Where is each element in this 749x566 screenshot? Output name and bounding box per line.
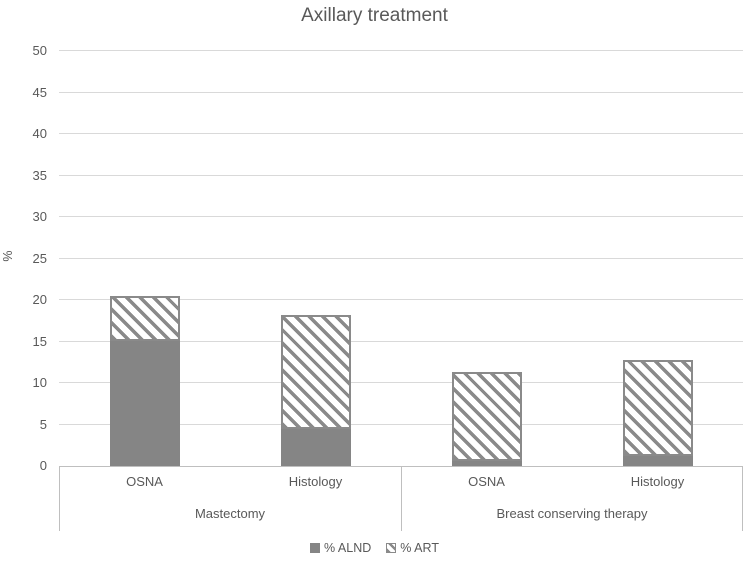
bar-osna-0	[110, 296, 180, 466]
category-label: Histology	[288, 473, 343, 489]
y-tick-label: 30	[32, 209, 47, 224]
bar-segment-alnd	[623, 456, 693, 466]
gridline	[59, 91, 743, 93]
y-tick-label: 20	[32, 292, 47, 307]
gridline	[59, 299, 743, 300]
bar-osna-2	[452, 372, 522, 466]
hatch-swatch-icon	[386, 543, 397, 553]
bar-segment-art	[623, 360, 693, 456]
plot-area	[59, 50, 743, 466]
bar-segment-art	[110, 296, 180, 341]
legend-label: % ALND	[324, 541, 372, 555]
y-tick-label: 45	[32, 84, 47, 100]
bar-segment-alnd	[452, 461, 522, 466]
bar-segment-alnd	[281, 429, 351, 466]
gridline	[59, 423, 743, 425]
legend-label: % ART	[400, 541, 439, 555]
category-axis: OSNA Histology OSNA Histology Mastectomy Bre…	[59, 466, 743, 531]
gridline	[59, 174, 743, 176]
bar-segment-alnd	[110, 341, 180, 466]
gridline	[59, 382, 743, 383]
group-label: Breast conserving therapy	[496, 505, 648, 521]
category-separator	[742, 467, 743, 531]
chart-title: Axillary treatment	[301, 5, 448, 26]
legend: % ALND % ART	[0, 539, 749, 557]
y-tick-label: 5	[39, 416, 47, 432]
legend-item: % ALND	[310, 541, 371, 555]
y-tick-label: 50	[32, 43, 47, 58]
group-labels-row: Mastectomy Breast conserving therapy	[59, 495, 743, 531]
bar-histology-3	[623, 360, 693, 466]
category-label: Histology	[630, 473, 685, 489]
category-label: OSNA	[468, 473, 505, 489]
category-label: OSNA	[126, 473, 163, 489]
y-tick-label: 15	[32, 333, 47, 349]
solid-swatch-icon	[310, 543, 321, 553]
y-tick-label: 25	[32, 250, 47, 266]
category-labels-row: OSNA Histology OSNA Histology	[59, 467, 743, 495]
gridline	[59, 340, 743, 342]
bar-segment-art	[281, 315, 351, 429]
gridline	[59, 257, 743, 259]
gridline	[59, 133, 743, 134]
bar-segment-art	[452, 372, 522, 461]
y-tick-label: 35	[32, 167, 47, 183]
bar-histology-1	[281, 315, 351, 466]
group-label: Mastectomy	[194, 505, 266, 521]
legend-item: % ART	[386, 541, 439, 555]
category-separator	[59, 467, 60, 531]
y-tick-label: 40	[32, 126, 47, 141]
y-tick-label: 10	[32, 375, 47, 390]
gridline	[59, 50, 743, 51]
category-separator	[401, 467, 402, 531]
gridline	[59, 216, 743, 217]
y-tick-label: 0	[39, 458, 47, 473]
